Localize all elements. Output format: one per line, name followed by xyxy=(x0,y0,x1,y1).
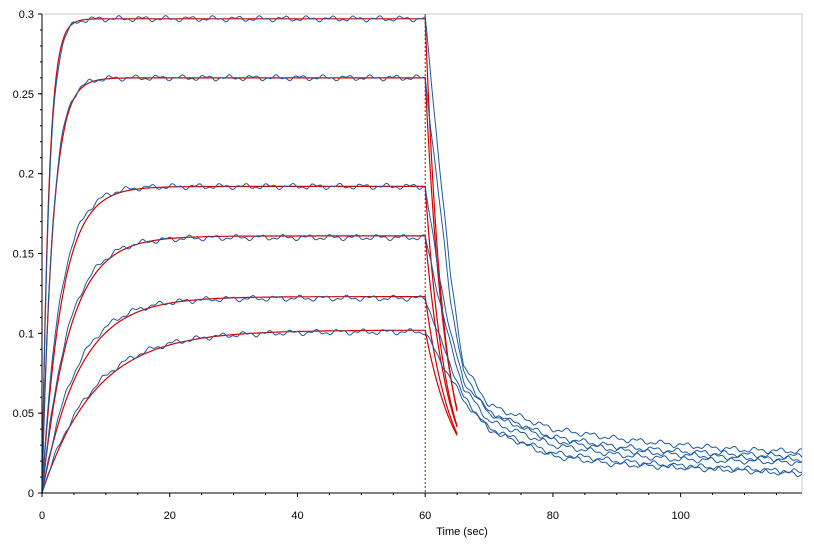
x-tick-label: 20 xyxy=(164,510,176,522)
fit-curve xyxy=(41,296,458,494)
measured-curve xyxy=(41,74,803,494)
x-tick-label: 80 xyxy=(547,510,559,522)
y-tick-label: 0.3 xyxy=(19,9,34,21)
measured-curve xyxy=(41,233,803,494)
plot-frame xyxy=(41,13,803,494)
fit-curve xyxy=(41,18,458,494)
y-axis-ticks: 0 0.05 0.1 0.15 0.2 0.25 0.3 xyxy=(13,9,42,500)
y-tick-label: 0 xyxy=(28,488,34,500)
measured-curve xyxy=(41,182,803,494)
y-tick-label: 0.25 xyxy=(13,89,34,101)
x-tick-label: 100 xyxy=(671,510,689,522)
fit-curve xyxy=(41,77,458,494)
x-tick-label: 40 xyxy=(291,510,303,522)
x-tick-label: 60 xyxy=(419,510,431,522)
y-tick-label: 0.2 xyxy=(19,169,34,181)
x-tick-label: 0 xyxy=(39,510,45,522)
y-tick-label: 0.15 xyxy=(13,249,34,261)
measured-curves xyxy=(41,15,803,494)
x-axis-title: Time (sec) xyxy=(436,526,488,538)
fit-curve xyxy=(41,235,458,494)
measured-curve xyxy=(41,328,803,494)
measured-curve xyxy=(41,15,803,494)
fit-curves xyxy=(41,18,458,494)
measured-curve xyxy=(41,294,803,494)
fit-curve xyxy=(41,185,458,494)
y-tick-label: 0.05 xyxy=(13,408,34,420)
fit-curve xyxy=(41,329,458,494)
x-axis-ticks: 0 20 40 60 80 100 xyxy=(39,493,777,522)
y-tick-label: 0.1 xyxy=(19,328,34,340)
